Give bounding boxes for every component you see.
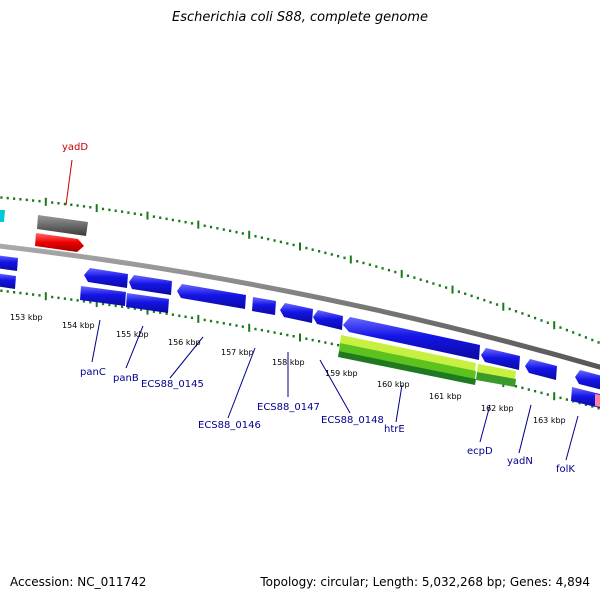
green-feature-1[interactable] xyxy=(340,335,476,371)
genome-backbone xyxy=(0,243,600,370)
pink-feature[interactable] xyxy=(595,394,600,407)
gene-fw-3[interactable] xyxy=(177,284,246,309)
green-feature-2[interactable] xyxy=(339,343,476,379)
inner-tick-ring xyxy=(0,289,600,410)
ECS88_0146-leader xyxy=(227,347,256,419)
gene-fw-2[interactable] xyxy=(129,275,172,295)
kbp-label-154: 154 kbp xyxy=(62,321,95,330)
feature-track-outer xyxy=(0,210,88,252)
feature-track-reverse xyxy=(80,286,600,408)
gene-fw-4[interactable] xyxy=(252,297,276,315)
ECS88_0145-leader xyxy=(169,336,204,379)
gene-fw-10[interactable] xyxy=(575,370,600,392)
genome-summary-text: Topology: circular; Length: 5,032,268 bp… xyxy=(260,575,590,589)
kbp-label-159: 159 kbp xyxy=(325,369,358,378)
label-leaders xyxy=(65,159,579,461)
gene-fw-5[interactable] xyxy=(280,303,313,323)
gene-fw-7[interactable] xyxy=(343,317,480,360)
gene-label-ECS88_0148[interactable]: ECS88_0148 xyxy=(321,415,384,426)
gene-labels: yadD panC panB ECS88_0145 ECS88_0146 ECS… xyxy=(62,142,575,475)
accession-text: Accession: NC_011742 xyxy=(10,575,147,589)
outer-tick-ring xyxy=(0,196,600,344)
ecpD-leader xyxy=(479,404,491,443)
green-feature-5[interactable] xyxy=(476,372,516,387)
kbp-label-162: 162 kbp xyxy=(481,404,514,413)
genome-title: Escherichia coli S88, complete genome xyxy=(172,10,428,25)
kbp-label-161: 161 kbp xyxy=(429,392,462,401)
gene-label-htrE[interactable]: htrE xyxy=(384,424,405,435)
gene-left-1[interactable] xyxy=(0,255,18,271)
gene-label-ECS88_0145[interactable]: ECS88_0145 xyxy=(141,379,204,390)
kbp-label-156: 156 kbp xyxy=(168,338,201,347)
gene-fw-8[interactable] xyxy=(481,348,520,370)
gene-fw-6[interactable] xyxy=(313,310,343,330)
gray-feature xyxy=(37,215,88,236)
gene-rv-end[interactable] xyxy=(571,387,600,408)
gene-label-panB[interactable]: panB xyxy=(113,373,139,384)
green-feature-4[interactable] xyxy=(477,364,516,379)
gene-label-ecpD[interactable]: ecpD xyxy=(467,446,493,457)
feature-track-forward xyxy=(0,255,600,392)
panB-gene[interactable] xyxy=(126,293,169,313)
gene-label-folK[interactable]: folK xyxy=(556,464,575,475)
folK-leader xyxy=(565,415,579,461)
kbp-label-157: 157 kbp xyxy=(221,348,254,357)
green-feature-3[interactable] xyxy=(338,351,476,385)
kbp-label-163: 163 kbp xyxy=(533,416,566,425)
cyan-feature xyxy=(0,210,5,222)
kbp-labels: 153 kbp 154 kbp 155 kbp 156 kbp 157 kbp … xyxy=(10,313,566,425)
gene-label-yadN[interactable]: yadN xyxy=(507,456,533,467)
yadD-leader xyxy=(65,159,73,206)
gene-left-2[interactable] xyxy=(0,273,16,289)
kbp-label-155: 155 kbp xyxy=(116,330,149,339)
panB-leader xyxy=(125,325,144,369)
kbp-label-153: 153 kbp xyxy=(10,313,43,322)
gene-label-ECS88_0147[interactable]: ECS88_0147 xyxy=(257,402,320,413)
kbp-label-160: 160 kbp xyxy=(377,380,410,389)
kbp-label-158: 158 kbp xyxy=(272,358,305,367)
gene-label-panC[interactable]: panC xyxy=(80,367,106,378)
panC-leader xyxy=(91,319,101,363)
gene-fw-1[interactable] xyxy=(84,268,128,288)
gene-label-yadD[interactable]: yadD xyxy=(62,142,88,153)
yadN-leader xyxy=(518,404,532,454)
gene-fw-9[interactable] xyxy=(525,359,557,380)
panC-gene[interactable] xyxy=(80,286,126,306)
htrE-leader xyxy=(395,384,403,423)
gene-label-ECS88_0146[interactable]: ECS88_0146 xyxy=(198,420,261,431)
yadD-gene[interactable] xyxy=(35,233,84,252)
ECS88_0148-leader xyxy=(319,359,351,414)
